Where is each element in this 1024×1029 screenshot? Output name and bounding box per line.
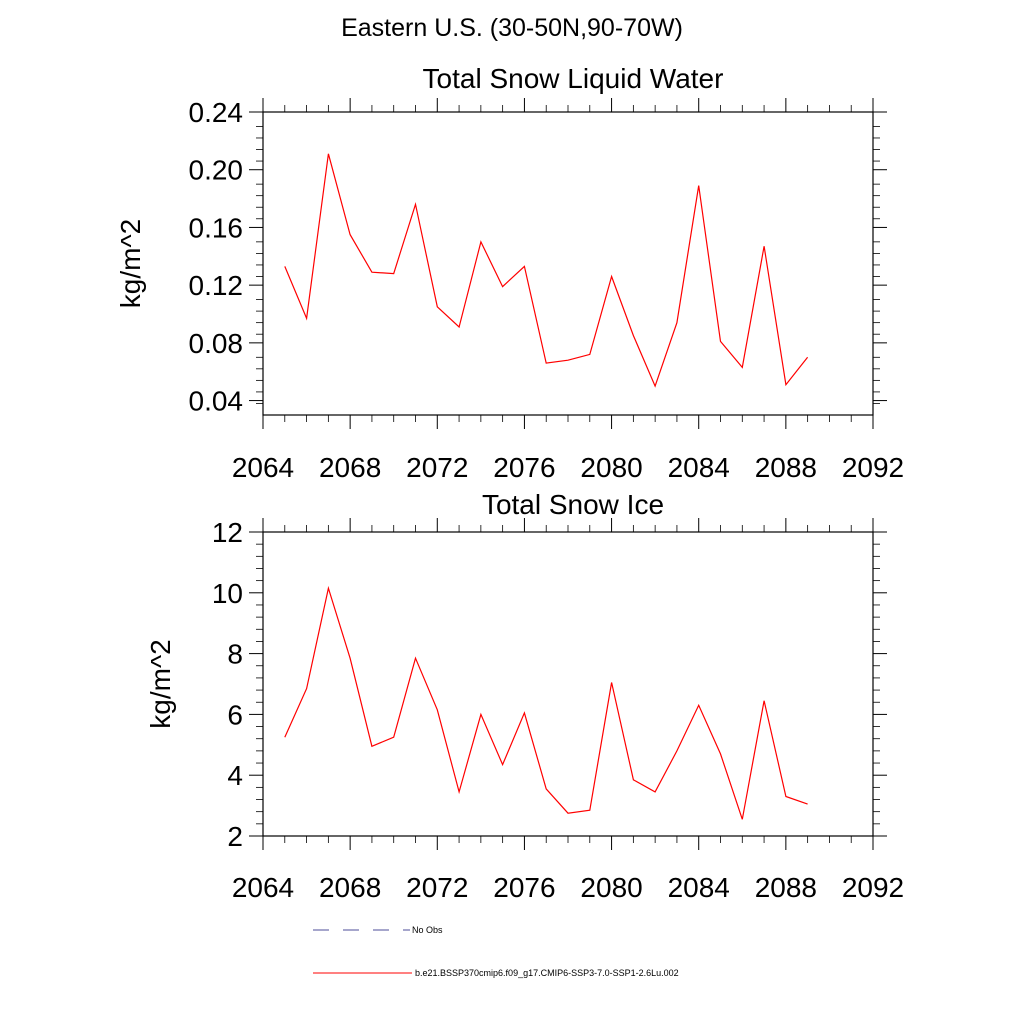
- x-tick-label: 2092: [842, 452, 904, 483]
- x-tick-label: 2072: [406, 872, 468, 903]
- x-tick-label: 2080: [580, 872, 642, 903]
- x-tick-label: 2088: [755, 872, 817, 903]
- chart-title: Total Snow Liquid Water: [423, 63, 724, 94]
- y-tick-label: 10: [212, 578, 243, 609]
- x-tick-label: 2084: [668, 452, 730, 483]
- y-tick-label: 0.04: [189, 386, 244, 417]
- y-tick-label: 0.20: [189, 155, 244, 186]
- x-tick-label: 2064: [232, 452, 294, 483]
- y-axis-label: kg/m^2: [145, 639, 176, 728]
- y-tick-label: 2: [227, 821, 243, 852]
- y-tick-label: 0.24: [189, 97, 244, 128]
- x-tick-label: 2076: [493, 872, 555, 903]
- y-tick-label: 0.12: [189, 270, 244, 301]
- x-tick-label: 2064: [232, 872, 294, 903]
- figure-suptitle: Eastern U.S. (30-50N,90-70W): [341, 14, 683, 42]
- x-tick-label: 2092: [842, 872, 904, 903]
- plot-frame: [262, 531, 874, 837]
- x-tick-label: 2072: [406, 452, 468, 483]
- chart-panel-1: Total Snow Liquid Water kg/m^2 2064 2068 207…: [115, 63, 904, 483]
- y-tick-label: 6: [227, 699, 243, 730]
- series-line: [284, 153, 809, 388]
- legend-label-no-obs: No Obs: [412, 925, 443, 935]
- y-tick-label: 12: [212, 517, 243, 548]
- legend: No Obs b.e21.BSSP370cmip6.f09_g17.CMIP6-S…: [313, 925, 679, 978]
- y-tick-label: 0.08: [189, 328, 244, 359]
- x-tick-label: 2068: [319, 452, 381, 483]
- plot-frame: [262, 111, 874, 416]
- chart-panel-2: Total Snow Ice kg/m^2 2064 2068 2072 2076 2080…: [145, 489, 904, 903]
- y-tick-label: 4: [227, 760, 243, 791]
- legend-label-model: b.e21.BSSP370cmip6.f09_g17.CMIP6-SSP3-7.…: [415, 968, 679, 978]
- x-tick-label: 2076: [493, 452, 555, 483]
- y-axis-label: kg/m^2: [115, 219, 146, 308]
- y-tick-label: 8: [227, 639, 243, 670]
- chart-title: Total Snow Ice: [482, 489, 664, 520]
- x-tick-label: 2088: [755, 452, 817, 483]
- y-tick-label: 0.16: [189, 212, 244, 243]
- x-tick-label: 2084: [668, 872, 730, 903]
- x-tick-label: 2068: [319, 872, 381, 903]
- x-tick-label: 2080: [580, 452, 642, 483]
- series-line: [284, 585, 808, 820]
